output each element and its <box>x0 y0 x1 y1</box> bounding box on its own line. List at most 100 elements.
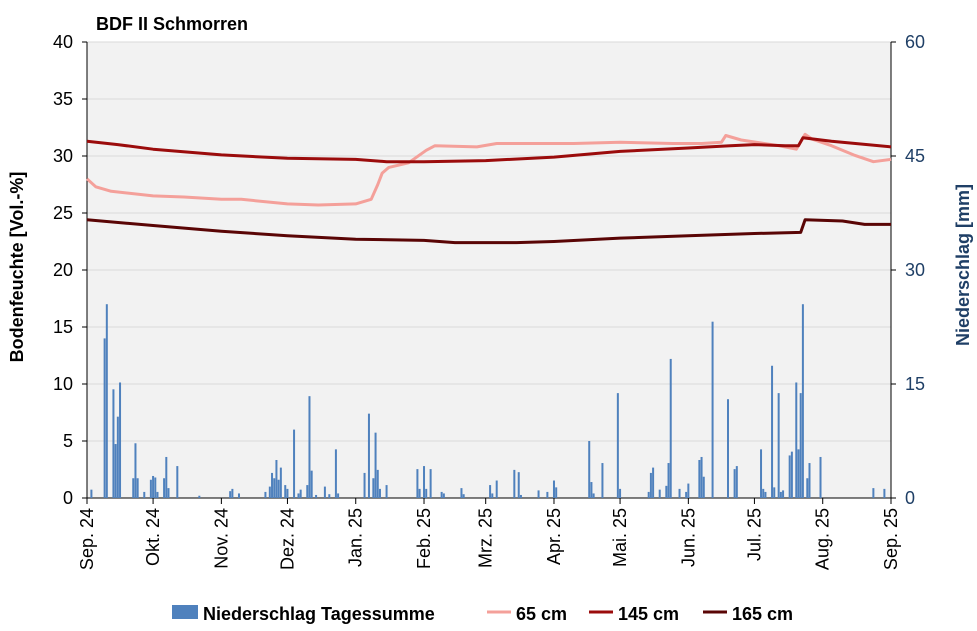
precip-bar <box>590 482 593 498</box>
precip-bar <box>442 493 445 498</box>
precip-bar <box>273 478 276 498</box>
precip-bar <box>788 455 791 498</box>
precip-bar <box>687 483 690 498</box>
y-right-tick-label: 45 <box>905 146 925 166</box>
precip-bar <box>268 486 271 498</box>
x-tick-label: Nov. 24 <box>211 508 231 569</box>
legend-label-bars: Niederschlag Tagessumme <box>203 604 435 624</box>
y-left-tick-label: 35 <box>53 89 73 109</box>
y-right-tick-label: 0 <box>905 488 915 508</box>
precip-bar <box>872 488 875 498</box>
precip-bar <box>537 490 540 498</box>
precip-bar <box>372 478 375 498</box>
y-left-tick-label: 20 <box>53 260 73 280</box>
precip-bar <box>136 478 139 498</box>
precip-bar <box>152 475 155 498</box>
precip-bar <box>154 477 157 498</box>
precip-bar <box>315 494 318 498</box>
y-right-tick-label: 60 <box>905 32 925 52</box>
precip-bar <box>658 489 661 498</box>
x-tick-label: Mai. 25 <box>610 508 630 567</box>
precip-bar <box>762 488 765 498</box>
precip-bar <box>165 456 168 498</box>
y-left-tick-label: 15 <box>53 317 73 337</box>
precip-bar <box>297 493 300 498</box>
precip-bar <box>143 491 146 498</box>
x-tick-label: Okt. 24 <box>143 508 163 566</box>
precip-bar <box>790 451 793 498</box>
precip-bar <box>552 480 555 498</box>
precip-bar <box>367 413 370 498</box>
precip-bar <box>649 472 652 498</box>
plot-area: 0 5 10 15 20 25 30 35 40 0 15 30 45 60 Sep. 24 Okt. 24 N… <box>53 32 925 570</box>
precip-bar <box>669 358 672 498</box>
precip-bar <box>299 489 302 498</box>
precip-bar <box>517 472 520 498</box>
precip-bar <box>363 472 366 498</box>
precip-bar <box>779 491 782 498</box>
legend-label-165cm: 165 cm <box>732 604 793 624</box>
y-left-tick-label: 0 <box>63 488 73 508</box>
y-left-tick-label: 25 <box>53 203 73 223</box>
precip-bar <box>176 466 179 498</box>
precip-bar <box>440 491 443 498</box>
precip-bar <box>460 488 463 498</box>
precip-bar <box>883 488 886 498</box>
precip-bar <box>271 472 274 498</box>
precip-bar <box>588 441 591 498</box>
precip-bar <box>105 304 108 498</box>
line-series-s165 <box>86 218 891 245</box>
precip-bar <box>374 432 377 498</box>
precip-bar <box>519 494 522 498</box>
precip-bar <box>808 463 811 498</box>
precip-bar <box>806 478 809 498</box>
precip-bar <box>491 493 494 498</box>
precip-bar <box>286 488 289 498</box>
precip-bar <box>601 463 604 498</box>
precip-bar <box>665 485 668 498</box>
precip-bar <box>378 488 381 498</box>
precip-bar <box>819 456 822 498</box>
x-tick-label: Dez. 24 <box>277 508 297 570</box>
precip-bar <box>284 485 287 498</box>
x-tick-label: Jan. 25 <box>346 508 366 567</box>
x-tick-label: Mrz. 25 <box>476 508 496 568</box>
precip-bar <box>489 485 492 498</box>
precip-bar <box>116 416 119 498</box>
precip-bar <box>385 485 388 498</box>
x-tick-label: Apr. 25 <box>544 508 564 565</box>
precip-bar <box>592 493 595 498</box>
precip-bar <box>616 393 619 498</box>
chart-title: BDF II Schmorren <box>96 14 248 34</box>
y-right-tick-label: 15 <box>905 374 925 394</box>
precip-bar <box>308 396 311 498</box>
y-axis-left-label: Bodenfeuchte [Vol.-%] <box>7 172 27 363</box>
legend-swatch-bars <box>172 605 198 619</box>
precip-bar <box>429 469 432 498</box>
y-axis-right-label: Niederschlag [mm] <box>953 184 973 346</box>
precip-bar <box>306 485 309 498</box>
precip-bar <box>777 393 780 498</box>
x-tick-label: Sep. 25 <box>881 508 901 570</box>
precip-bar <box>667 463 670 498</box>
legend-label-65cm: 65 cm <box>516 604 567 624</box>
precip-bar <box>678 488 681 498</box>
precip-bar <box>229 491 232 498</box>
precip-bar <box>134 443 137 498</box>
precip-bar <box>546 491 549 498</box>
y-left-tick-label: 40 <box>53 32 73 52</box>
precip-bar <box>418 488 421 498</box>
precip-bar <box>103 338 106 498</box>
precip-bar <box>733 469 736 498</box>
precip-bar <box>416 469 419 498</box>
precip-bar <box>462 494 465 498</box>
precip-bar <box>764 491 767 498</box>
legend: Niederschlag Tagessumme 65 cm 145 cm 165… <box>172 604 793 624</box>
precip-bar <box>90 489 93 498</box>
precip-bar <box>771 365 774 498</box>
precip-bar <box>773 487 776 498</box>
precip-bar <box>337 493 340 498</box>
precip-bar <box>652 467 655 498</box>
y-right-tick-label: 30 <box>905 260 925 280</box>
precip-bar <box>310 470 313 498</box>
